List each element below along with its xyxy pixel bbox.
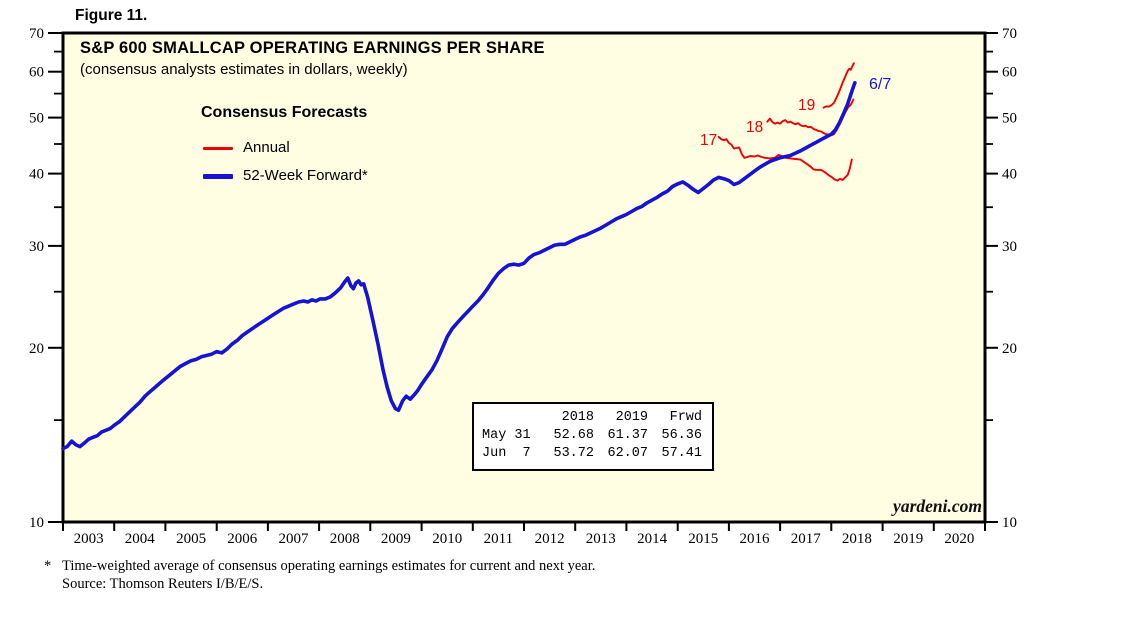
series-annotation-19: 19: [798, 97, 816, 114]
inset-table-header-2018: 2018: [561, 410, 594, 425]
value-2018: 52.68: [553, 428, 594, 443]
x-axis-year-label: 2017: [791, 531, 822, 547]
y-axis-tick-label-left: 20: [29, 341, 44, 357]
series-annotation-17: 17: [700, 132, 718, 149]
chart-title: S&P 600 SMALLCAP OPERATING EARNINGS PER …: [80, 39, 545, 57]
x-axis-year-label: 2003: [74, 531, 104, 547]
x-axis-year-label: 2016: [740, 531, 771, 547]
y-axis-tick-label-left: 10: [29, 515, 44, 531]
value-2018: 53.72: [553, 446, 594, 461]
x-axis-year-label: 2020: [944, 531, 974, 547]
x-axis-year-label: 2013: [586, 531, 616, 547]
x-axis-year-label: 2019: [893, 531, 923, 547]
x-axis-year-label: 2018: [842, 531, 872, 547]
x-axis-year-label: 2004: [125, 531, 156, 547]
y-axis-tick-label-left: 40: [29, 167, 44, 183]
row-label: May 31: [482, 428, 531, 443]
legend-swatch-forward-icon: [203, 174, 233, 179]
x-axis-year-label: 2010: [432, 531, 462, 547]
series-line-annual-2019-estimate: [822, 62, 855, 109]
value-2019: 61.37: [607, 428, 648, 443]
y-axis-tick-label-right: 20: [1002, 341, 1017, 357]
value-frwd: 56.36: [661, 428, 702, 443]
series-line-52-week-forward: [61, 81, 857, 451]
value-2019: 62.07: [607, 446, 648, 461]
inset-table-row-may31: May 31 52.68 61.37 56.36: [482, 427, 704, 445]
x-axis-year-label: 2008: [330, 531, 360, 547]
y-axis-tick-label-left: 50: [29, 111, 44, 127]
legend-label-annual: Annual: [243, 139, 290, 156]
y-axis-tick-label-right: 60: [1002, 65, 1017, 81]
value-frwd: 57.41: [661, 446, 702, 461]
inset-table-header-frwd: Frwd: [669, 410, 702, 425]
y-axis-tick-label-right: 70: [1002, 26, 1017, 42]
legend-swatch-annual-icon: [203, 147, 233, 150]
inset-table-header-row: 2018 2019 Frwd: [482, 409, 704, 427]
x-axis-year-label: 2007: [279, 531, 310, 547]
footnote-marker: *: [44, 558, 52, 574]
x-axis-year-label: 2015: [688, 531, 718, 547]
inset-table-row-jun7: Jun 7 53.72 62.07 57.41: [482, 445, 704, 463]
x-axis-year-label: 2006: [227, 531, 258, 547]
legend-title: Consensus Forecasts: [201, 104, 368, 121]
y-axis-tick-label-left: 60: [29, 65, 44, 81]
row-label: Jun 7: [482, 446, 531, 461]
inset-table: 2018 2019 Frwd May 31 52.68 61.37 56.36 …: [472, 402, 714, 471]
y-axis-tick-label-right: 10: [1002, 515, 1017, 531]
y-axis-tick-label-right: 40: [1002, 167, 1017, 183]
footnote-line1: Time-weighted average of consensus opera…: [62, 558, 596, 574]
x-axis-year-label: 2011: [484, 531, 513, 547]
watermark: yardeni.com: [893, 496, 982, 516]
y-axis-tick-label-left: 30: [29, 239, 44, 255]
x-axis-year-label: 2005: [176, 531, 206, 547]
legend-label-forward: 52-Week Forward*: [243, 167, 368, 184]
series-annotation-latest-date: 6/7: [869, 76, 892, 93]
y-axis-tick-label-right: 30: [1002, 239, 1017, 255]
inset-table-header-2019: 2019: [615, 410, 648, 425]
x-axis-year-label: 2009: [381, 531, 411, 547]
series-annotation-18: 18: [746, 119, 764, 136]
chart-subtitle: (consensus analysts estimates in dollars…: [80, 61, 408, 78]
inset-table-corner-cell: [482, 409, 540, 427]
y-axis-tick-label-right: 50: [1002, 111, 1017, 127]
y-axis-tick-label-left: 70: [29, 26, 44, 42]
x-axis-year-label: 2012: [535, 531, 565, 547]
footnote-line2: Source: Thomson Reuters I/B/E/S.: [62, 575, 264, 592]
x-axis-year-label: 2014: [637, 531, 668, 547]
figure-label: Figure 11.: [75, 7, 148, 24]
footnote: Time-weighted average of consensus opera…: [62, 558, 595, 593]
